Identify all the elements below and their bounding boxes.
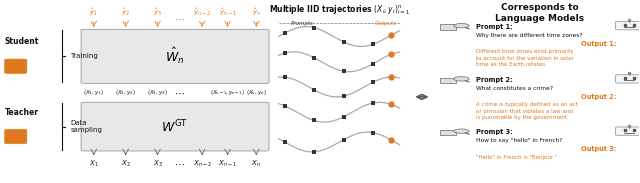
Circle shape — [454, 24, 469, 28]
Text: $(X_n,y_n)$: $(X_n,y_n)$ — [246, 88, 267, 97]
FancyBboxPatch shape — [616, 75, 640, 83]
FancyBboxPatch shape — [4, 129, 27, 144]
Text: A crime is typically defined as an act
or omission that violates a law and
is pu: A crime is typically defined as an act o… — [476, 102, 578, 120]
Text: $X_2$: $X_2$ — [121, 158, 131, 169]
FancyBboxPatch shape — [616, 22, 640, 30]
Text: $\hat{y}_2$: $\hat{y}_2$ — [121, 7, 130, 18]
FancyBboxPatch shape — [440, 130, 456, 135]
Text: $(X_1,y_1)$: $(X_1,y_1)$ — [83, 88, 104, 97]
Text: Prompts: Prompts — [291, 21, 314, 26]
Text: Multiple IID trajectories $(X_i, y_i)_{i=1}^n$: Multiple IID trajectories $(X_i, y_i)_{i… — [269, 3, 410, 17]
Text: Teacher: Teacher — [4, 108, 38, 117]
Text: Outputs: Outputs — [374, 21, 396, 26]
Text: "Hello" in French is "Bonjour.": "Hello" in French is "Bonjour." — [476, 155, 557, 160]
Text: $\hat{y}_1$: $\hat{y}_1$ — [90, 7, 99, 18]
Text: Output 2:: Output 2: — [581, 94, 616, 100]
Text: Training: Training — [70, 53, 98, 59]
Text: $\cdots$: $\cdots$ — [175, 14, 185, 24]
Text: $(X_2,y_2)$: $(X_2,y_2)$ — [115, 88, 136, 97]
Text: $X_3$: $X_3$ — [152, 158, 163, 169]
Text: Prompt 1:: Prompt 1: — [476, 24, 513, 30]
Text: Data
sampling: Data sampling — [70, 120, 102, 133]
Text: $\hat{y}_{n-1}$: $\hat{y}_{n-1}$ — [218, 7, 237, 18]
Text: $(X_3,y_3)$: $(X_3,y_3)$ — [147, 88, 168, 97]
Text: $X_{n-1}$: $X_{n-1}$ — [218, 158, 237, 169]
Text: $W^{\mathrm{GT}}$: $W^{\mathrm{GT}}$ — [161, 118, 189, 135]
FancyBboxPatch shape — [616, 127, 640, 135]
FancyBboxPatch shape — [4, 59, 27, 74]
Text: $(X_{n-1},y_{n-1})$: $(X_{n-1},y_{n-1})$ — [210, 88, 245, 97]
Text: Student: Student — [4, 38, 39, 46]
Text: $\hat{y}_n$: $\hat{y}_n$ — [252, 7, 261, 18]
Text: $\hat{y}_3$: $\hat{y}_3$ — [153, 7, 162, 18]
Text: What constitutes a crime?: What constitutes a crime? — [476, 86, 553, 91]
FancyBboxPatch shape — [81, 102, 269, 151]
Text: $\cdots$: $\cdots$ — [175, 159, 185, 169]
Circle shape — [454, 129, 469, 133]
Text: $X_{n-2}$: $X_{n-2}$ — [193, 158, 212, 169]
FancyBboxPatch shape — [81, 29, 269, 83]
FancyBboxPatch shape — [440, 78, 456, 83]
Text: $\hat{W}_n$: $\hat{W}_n$ — [165, 46, 185, 66]
Text: $\hat{y}_{n-2}$: $\hat{y}_{n-2}$ — [193, 7, 211, 18]
Text: $X_n$: $X_n$ — [252, 158, 261, 169]
Text: $X_1$: $X_1$ — [89, 158, 99, 169]
Text: Output 1:: Output 1: — [581, 41, 616, 47]
Circle shape — [454, 77, 469, 81]
Text: How to say "hello" in French?: How to say "hello" in French? — [476, 138, 563, 143]
Text: Prompt 3:: Prompt 3: — [476, 129, 513, 135]
Text: Different time zones exist primarily
to account for the variation in solar
time : Different time zones exist primarily to … — [476, 49, 573, 67]
Text: $\cdots$: $\cdots$ — [175, 87, 185, 97]
Text: Output 3:: Output 3: — [581, 146, 616, 152]
Text: Corresponds to
Language Models: Corresponds to Language Models — [495, 3, 584, 23]
FancyBboxPatch shape — [440, 25, 456, 30]
Text: Why there are different time zones?: Why there are different time zones? — [476, 33, 582, 38]
Text: Prompt 2:: Prompt 2: — [476, 77, 513, 83]
